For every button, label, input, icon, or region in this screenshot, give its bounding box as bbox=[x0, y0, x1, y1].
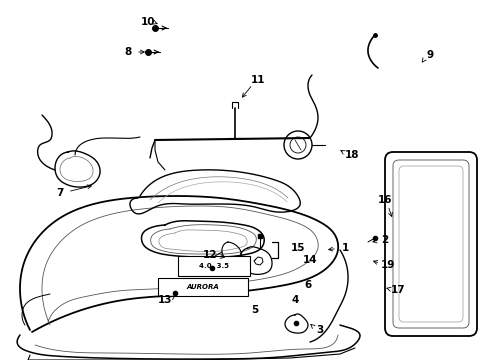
Text: 16: 16 bbox=[378, 195, 392, 205]
Text: 13: 13 bbox=[158, 295, 172, 305]
Text: 2: 2 bbox=[381, 235, 389, 245]
Text: 8: 8 bbox=[124, 47, 132, 57]
Text: 7: 7 bbox=[56, 188, 64, 198]
Text: 6: 6 bbox=[304, 280, 312, 290]
Text: AURORA: AURORA bbox=[187, 284, 220, 290]
Text: 9: 9 bbox=[426, 50, 434, 60]
Text: 10: 10 bbox=[141, 17, 155, 27]
FancyBboxPatch shape bbox=[385, 152, 477, 336]
Text: 18: 18 bbox=[345, 150, 359, 160]
FancyBboxPatch shape bbox=[178, 256, 250, 276]
Text: 19: 19 bbox=[381, 260, 395, 270]
Text: 14: 14 bbox=[303, 255, 318, 265]
Text: 4.0  3.5: 4.0 3.5 bbox=[199, 263, 229, 269]
Text: 11: 11 bbox=[251, 75, 265, 85]
Text: 15: 15 bbox=[291, 243, 305, 253]
FancyBboxPatch shape bbox=[158, 278, 248, 296]
Text: 17: 17 bbox=[391, 285, 405, 295]
Text: 4: 4 bbox=[292, 295, 299, 305]
Text: 3: 3 bbox=[317, 325, 323, 335]
Text: 12: 12 bbox=[203, 250, 217, 260]
Text: 1: 1 bbox=[342, 243, 348, 253]
Text: 5: 5 bbox=[251, 305, 259, 315]
